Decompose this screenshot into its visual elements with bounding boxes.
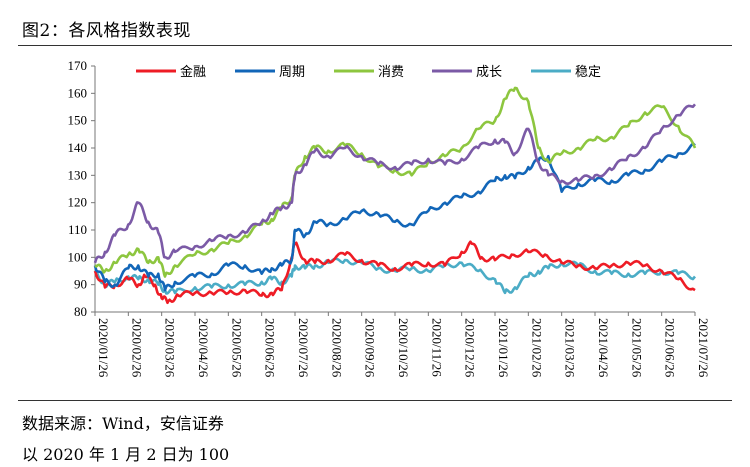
y-tick-label: 120 bbox=[68, 195, 88, 210]
bottom-divider bbox=[18, 400, 732, 401]
x-tick-label: 2020/11/26 bbox=[429, 318, 444, 377]
data-source-text: 数据来源：Wind，安信证券 bbox=[22, 414, 224, 433]
x-tick-label: 2020/02/26 bbox=[129, 318, 144, 378]
legend-label-1: 周期 bbox=[279, 65, 305, 80]
legend-label-4: 稳定 bbox=[575, 64, 601, 80]
y-tick-label: 80 bbox=[74, 304, 87, 319]
y-tick-label: 150 bbox=[68, 113, 88, 128]
x-tick-label: 2020/10/26 bbox=[396, 318, 411, 378]
x-tick-label: 2021/03/26 bbox=[563, 318, 578, 378]
x-tick-label: 2020/06/26 bbox=[263, 318, 278, 378]
y-tick-label: 170 bbox=[68, 58, 88, 73]
base-note-text: 以 2020 年 1 月 2 日为 100 bbox=[22, 445, 230, 464]
series-line-2 bbox=[94, 86, 697, 278]
series-line-0 bbox=[93, 240, 696, 305]
x-tick-label: 2020/04/26 bbox=[196, 318, 211, 378]
chart-legend: 金融 周期 消费 成长 稳定 bbox=[136, 64, 601, 80]
x-tick-label: 2021/07/26 bbox=[696, 318, 711, 378]
x-tick-label: 2020/08/26 bbox=[329, 318, 344, 378]
x-tick-label: 2020/05/26 bbox=[229, 318, 244, 378]
x-tick-label: 2021/01/26 bbox=[496, 318, 511, 378]
x-tick-label: 2020/03/26 bbox=[163, 318, 178, 378]
x-tick-label: 2021/04/26 bbox=[596, 318, 611, 378]
chart-series-lines bbox=[93, 86, 697, 305]
top-divider bbox=[18, 45, 732, 46]
y-tick-label: 110 bbox=[68, 222, 87, 237]
x-tick-label: 2021/05/26 bbox=[629, 318, 644, 378]
x-tick-label: 2020/01/26 bbox=[96, 318, 111, 378]
x-tick-label: 2020/12/26 bbox=[463, 318, 478, 378]
y-tick-label: 100 bbox=[68, 249, 88, 264]
x-tick-label: 2020/07/26 bbox=[296, 318, 311, 378]
series-line-3 bbox=[93, 103, 696, 264]
x-tick-label: 2020/09/26 bbox=[363, 318, 378, 378]
y-tick-label: 130 bbox=[68, 167, 88, 182]
y-tick-label: 140 bbox=[68, 140, 88, 155]
legend-label-0: 金融 bbox=[180, 64, 206, 80]
x-tick-label: 2021/02/26 bbox=[529, 318, 544, 378]
chart-axes: 80 90 100 110 120 130 140 150 160 170 2020/01/26 20… bbox=[68, 58, 712, 378]
legend-label-2: 消费 bbox=[378, 65, 404, 80]
series-line-1 bbox=[93, 142, 696, 292]
x-tick-label: 2021/06/26 bbox=[663, 318, 678, 378]
legend-label-3: 成长 bbox=[476, 65, 502, 80]
figure-title: 图2：各风格指数表现 bbox=[22, 21, 191, 41]
y-tick-label: 160 bbox=[68, 85, 88, 100]
y-tick-label: 90 bbox=[74, 277, 87, 292]
